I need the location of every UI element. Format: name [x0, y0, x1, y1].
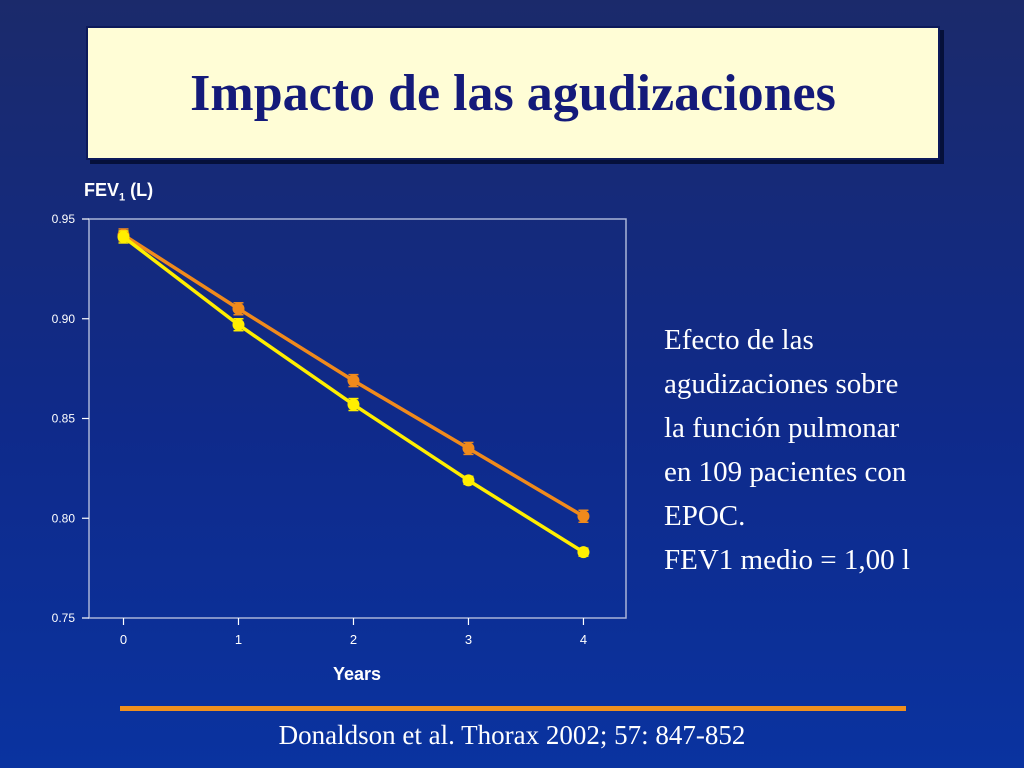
x-axis-label: Years	[333, 664, 381, 684]
x-tick-label: 3	[465, 632, 472, 647]
y-tick-label: 0.80	[52, 511, 76, 525]
x-tick-label: 1	[235, 632, 242, 647]
data-point	[462, 442, 475, 455]
x-tick-label: 0	[120, 632, 127, 647]
x-tick-label: 2	[350, 632, 357, 647]
side-description: Efecto de las agudizaciones sobre la fun…	[664, 318, 1004, 582]
y-tick-label: 0.85	[52, 412, 76, 426]
title-box: Impacto de las agudizaciones	[86, 26, 940, 160]
citation: Donaldson et al. Thorax 2002; 57: 847-85…	[278, 720, 746, 750]
side-text-line: en 109 pacientes con	[664, 456, 907, 488]
y-axis-label: FEV1 (L)	[84, 180, 153, 204]
y-tick-label: 0.90	[52, 312, 76, 326]
data-point	[577, 510, 590, 523]
y-axis-label-subscript: 1	[119, 191, 126, 204]
side-text-line: la función pulmonar	[664, 412, 900, 444]
y-axis-label-main: FEV	[84, 180, 120, 200]
data-point	[347, 374, 360, 387]
x-tick-label: 4	[580, 632, 587, 647]
divider-rule	[120, 706, 906, 711]
slide-title: Impacto de las agudizaciones	[190, 64, 836, 122]
data-point	[347, 398, 360, 411]
data-point	[232, 302, 245, 315]
side-text-line: FEV1 medio = 1,00 l	[664, 544, 910, 576]
y-axis-label-unit: (L)	[125, 180, 154, 200]
y-tick-label: 0.75	[52, 611, 76, 625]
series-line-1	[122, 235, 585, 554]
data-point	[117, 230, 130, 243]
data-point	[232, 318, 245, 331]
data-point	[462, 474, 475, 487]
side-text-line: EPOC.	[664, 500, 746, 532]
data-point	[577, 546, 590, 559]
plot-frame	[88, 218, 627, 619]
y-tick-label: 0.95	[52, 212, 76, 226]
side-text-line: agudizaciones sobre	[664, 368, 899, 400]
side-text-line: Efecto de las	[664, 324, 814, 356]
